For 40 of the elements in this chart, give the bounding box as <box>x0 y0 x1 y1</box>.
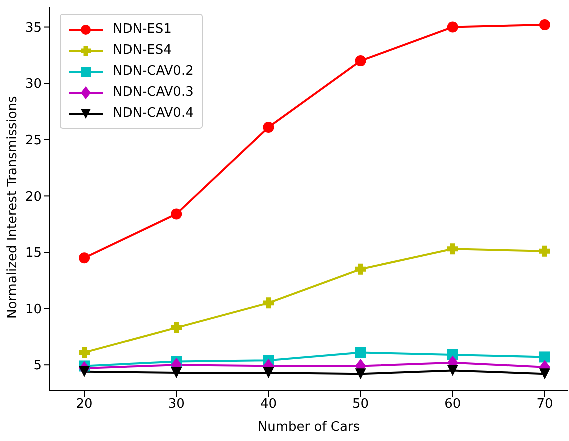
point <box>447 244 458 255</box>
point <box>171 322 182 334</box>
point <box>355 56 366 67</box>
point <box>447 365 458 376</box>
x-tick-label: 60 <box>444 397 462 412</box>
legend-label: NDN-ES1 <box>113 22 172 37</box>
point <box>539 246 550 257</box>
x-tick-label: 70 <box>536 397 554 412</box>
point <box>263 298 274 309</box>
point <box>79 252 90 264</box>
point <box>539 368 550 380</box>
x-axis-title: Number of Cars <box>258 420 360 435</box>
legend-label: NDN-CAV0.3 <box>113 85 194 100</box>
x-tick-label: 40 <box>260 397 277 412</box>
point <box>79 347 90 358</box>
point <box>79 366 90 378</box>
legend-label: NDN-CAV0.4 <box>113 106 194 121</box>
point <box>539 352 550 363</box>
legend-label: NDN-CAV0.2 <box>113 64 194 79</box>
x-tick-label: 50 <box>352 397 370 412</box>
point <box>263 367 274 378</box>
y-tick-label: 30 <box>25 77 42 92</box>
point <box>171 208 182 220</box>
point <box>539 20 550 31</box>
point <box>355 368 366 380</box>
y-tick-label: 25 <box>25 133 42 148</box>
y-tick-label: 10 <box>25 302 42 318</box>
x-tick-label: 30 <box>168 397 185 412</box>
y-axis-title: Normalized Interest Transmissions <box>6 96 21 319</box>
point <box>355 264 366 275</box>
y-tick-label: 35 <box>25 20 42 36</box>
point <box>447 22 458 33</box>
legend-label: NDN-ES4 <box>113 43 172 58</box>
y-tick-label: 20 <box>25 190 42 205</box>
point <box>263 122 274 133</box>
point <box>171 367 182 378</box>
point <box>355 347 366 358</box>
y-tick-label: 15 <box>25 246 42 262</box>
y-tick-label: 5 <box>34 358 42 374</box>
x-tick-label: 20 <box>76 397 93 412</box>
